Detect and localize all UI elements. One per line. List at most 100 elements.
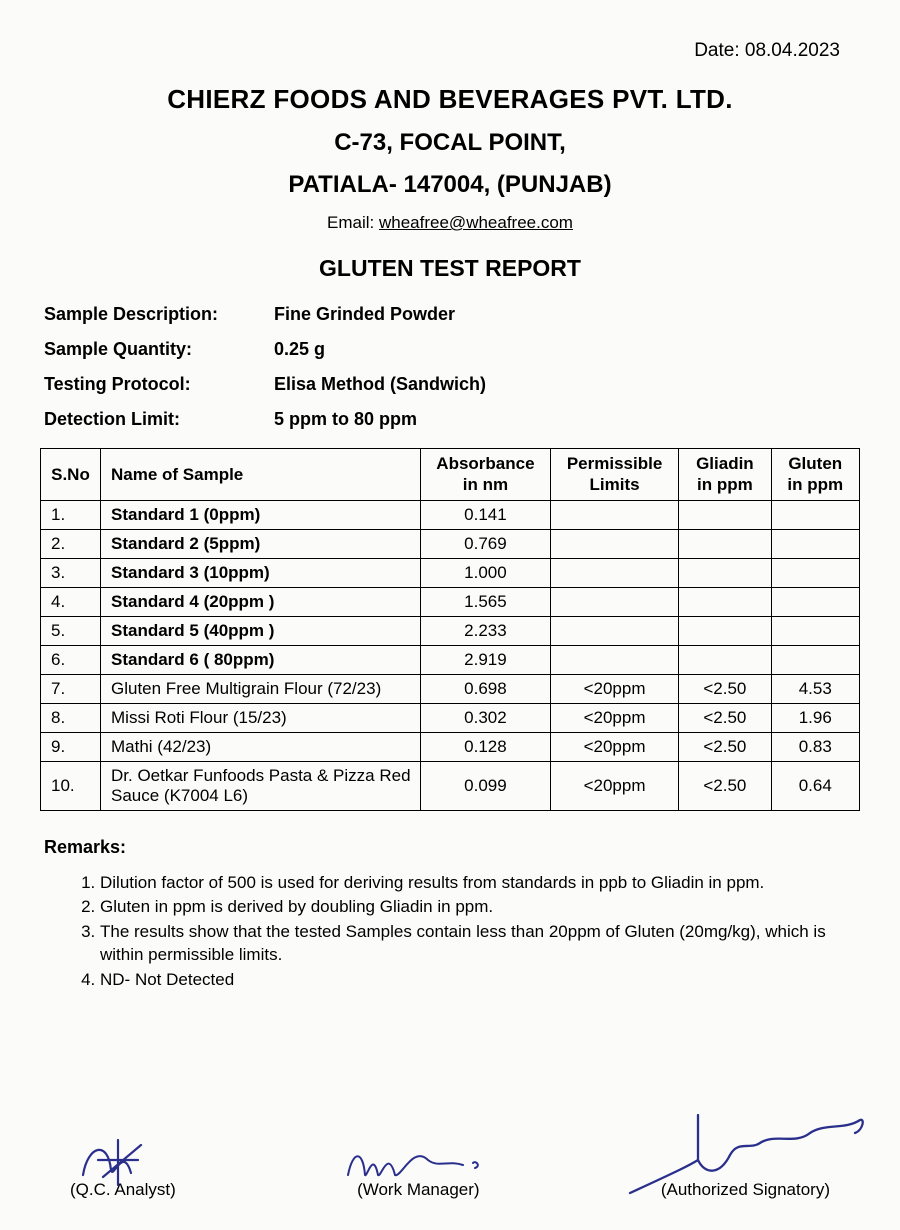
table-body: 1.Standard 1 (0ppm)0.1412.Standard 2 (5p… [41, 500, 860, 810]
table-cell: 0.64 [771, 761, 859, 810]
company-name: CHIERZ FOODS AND BEVERAGES PVT. LTD. [40, 84, 860, 115]
table-row: 8.Missi Roti Flour (15/23)0.302<20ppm<2.… [41, 703, 860, 732]
results-table-wrap: S.No Name of Sample Absorbance in nm Per… [40, 448, 860, 811]
table-header-row: S.No Name of Sample Absorbance in nm Per… [41, 449, 860, 501]
table-row: 5.Standard 5 (40ppm )2.233 [41, 616, 860, 645]
table-cell [771, 645, 859, 674]
meta-label: Sample Description: [44, 304, 274, 325]
table-cell: 0.698 [421, 674, 551, 703]
meta-value: Fine Grinded Powder [274, 304, 455, 325]
table-cell: <2.50 [679, 703, 771, 732]
remark-item: Gluten in ppm is derived by doubling Gli… [100, 896, 860, 919]
table-row: 4.Standard 4 (20ppm )1.565 [41, 587, 860, 616]
sample-meta: Sample Description: Fine Grinded Powder … [40, 304, 860, 430]
table-cell: 8. [41, 703, 101, 732]
table-row: 7.Gluten Free Multigrain Flour (72/23)0.… [41, 674, 860, 703]
meta-label: Sample Quantity: [44, 339, 274, 360]
table-cell: <2.50 [679, 732, 771, 761]
meta-value: 5 ppm to 80 ppm [274, 409, 417, 430]
table-row: 9.Mathi (42/23)0.128<20ppm<2.500.83 [41, 732, 860, 761]
table-cell [550, 529, 678, 558]
remark-item: The results show that the tested Samples… [100, 921, 860, 967]
table-cell [679, 500, 771, 529]
email-line: Email: wheafree@wheafree.com [40, 213, 860, 233]
table-cell: <2.50 [679, 674, 771, 703]
table-cell [550, 645, 678, 674]
table-row: 3.Standard 3 (10ppm)1.000 [41, 558, 860, 587]
table-cell [679, 616, 771, 645]
table-cell: 0.099 [421, 761, 551, 810]
table-cell: Standard 2 (5ppm) [101, 529, 421, 558]
table-row: 6.Standard 6 ( 80ppm)2.919 [41, 645, 860, 674]
col-sample-name: Name of Sample [101, 449, 421, 501]
table-cell: 0.302 [421, 703, 551, 732]
col-sno: S.No [41, 449, 101, 501]
remark-item: Dilution factor of 500 is used for deriv… [100, 872, 860, 895]
table-cell [679, 529, 771, 558]
table-cell: Mathi (42/23) [101, 732, 421, 761]
col-gliadin: Gliadin in ppm [679, 449, 771, 501]
meta-value: Elisa Method (Sandwich) [274, 374, 486, 395]
table-cell [771, 558, 859, 587]
signature-row: (Q.C. Analyst) (Work Manager) (Authorize… [40, 1180, 860, 1200]
table-cell: 4. [41, 587, 101, 616]
table-cell: 2. [41, 529, 101, 558]
table-cell: 3. [41, 558, 101, 587]
signature-label: (Q.C. Analyst) [70, 1180, 176, 1200]
table-cell: <20ppm [550, 761, 678, 810]
signature-analyst: (Q.C. Analyst) [70, 1180, 176, 1200]
table-cell [679, 645, 771, 674]
table-cell [679, 587, 771, 616]
table-cell: Gluten Free Multigrain Flour (72/23) [101, 674, 421, 703]
table-cell: <2.50 [679, 761, 771, 810]
table-cell [771, 616, 859, 645]
table-cell: Standard 5 (40ppm ) [101, 616, 421, 645]
table-cell: Dr. Oetkar Funfoods Pasta & Pizza Red Sa… [101, 761, 421, 810]
meta-value: 0.25 g [274, 339, 325, 360]
table-cell [550, 616, 678, 645]
document-header: CHIERZ FOODS AND BEVERAGES PVT. LTD. C-7… [40, 84, 860, 282]
meta-sample-quantity: Sample Quantity: 0.25 g [44, 339, 860, 360]
table-cell: 1.96 [771, 703, 859, 732]
col-permissible: Permissible Limits [550, 449, 678, 501]
table-row: 1.Standard 1 (0ppm)0.141 [41, 500, 860, 529]
table-cell [550, 558, 678, 587]
table-cell: 1. [41, 500, 101, 529]
meta-testing-protocol: Testing Protocol: Elisa Method (Sandwich… [44, 374, 860, 395]
email-prefix: Email: [327, 213, 379, 232]
remark-item: ND- Not Detected [100, 969, 860, 992]
table-cell: 6. [41, 645, 101, 674]
date-line: Date: 08.04.2023 [40, 40, 860, 62]
table-cell [771, 529, 859, 558]
meta-detection-limit: Detection Limit: 5 ppm to 80 ppm [44, 409, 860, 430]
address-line-1: C-73, FOCAL POINT, [40, 129, 860, 157]
table-cell [771, 587, 859, 616]
meta-label: Detection Limit: [44, 409, 274, 430]
signature-label: (Work Manager) [357, 1180, 480, 1200]
remarks-list: Dilution factor of 500 is used for deriv… [40, 872, 860, 993]
table-cell: 10. [41, 761, 101, 810]
meta-label: Testing Protocol: [44, 374, 274, 395]
table-row: 2.Standard 2 (5ppm)0.769 [41, 529, 860, 558]
table-cell: Standard 1 (0ppm) [101, 500, 421, 529]
table-cell: 1.565 [421, 587, 551, 616]
results-table: S.No Name of Sample Absorbance in nm Per… [40, 448, 860, 811]
table-cell: Standard 3 (10ppm) [101, 558, 421, 587]
table-cell: 0.83 [771, 732, 859, 761]
table-cell: 0.141 [421, 500, 551, 529]
table-cell: 2.233 [421, 616, 551, 645]
signature-manager: (Work Manager) [357, 1180, 480, 1200]
table-cell [771, 500, 859, 529]
table-cell: Standard 6 ( 80ppm) [101, 645, 421, 674]
report-title: GLUTEN TEST REPORT [40, 255, 860, 282]
col-gluten: Gluten in ppm [771, 449, 859, 501]
email-link[interactable]: wheafree@wheafree.com [379, 213, 573, 232]
col-absorbance: Absorbance in nm [421, 449, 551, 501]
signature-label: (Authorized Signatory) [661, 1180, 830, 1200]
table-cell: 7. [41, 674, 101, 703]
table-cell: 2.919 [421, 645, 551, 674]
table-cell: 1.000 [421, 558, 551, 587]
table-cell [550, 587, 678, 616]
table-cell: 0.769 [421, 529, 551, 558]
table-cell: Standard 4 (20ppm ) [101, 587, 421, 616]
